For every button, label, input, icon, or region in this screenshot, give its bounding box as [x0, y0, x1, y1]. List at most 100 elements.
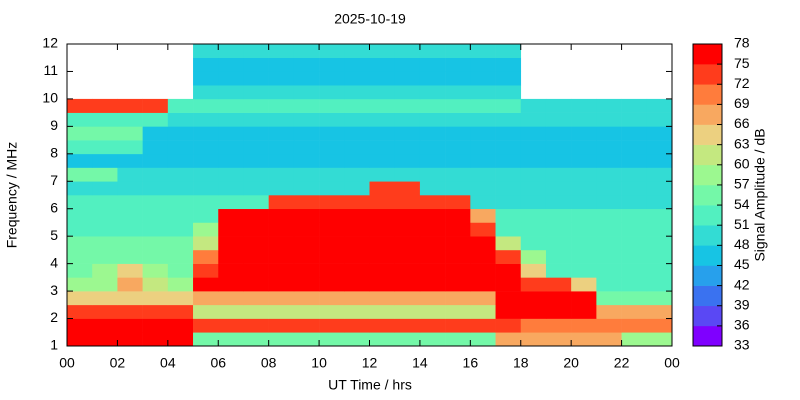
x-tick-label: 16 [463, 355, 479, 371]
heatmap-cell [369, 291, 396, 306]
heatmap-cell [621, 291, 648, 306]
heatmap-cell [319, 167, 345, 182]
heatmap-cell [92, 167, 118, 182]
heatmap-cell [167, 167, 194, 182]
heatmap-cell [545, 249, 572, 264]
heatmap-cell [344, 332, 370, 347]
colorbar-segment [693, 104, 722, 125]
heatmap-cell [495, 57, 522, 72]
heatmap-cell [92, 140, 118, 155]
colorbar-segment [693, 265, 722, 286]
colorbar-tick-label: 63 [734, 135, 750, 151]
heatmap-cell [193, 44, 219, 59]
heatmap-cell [243, 71, 269, 86]
heatmap-cell [621, 167, 648, 182]
heatmap-cell [419, 249, 446, 264]
heatmap-cell [394, 318, 421, 333]
heatmap-cell [394, 112, 421, 127]
heatmap-cell [67, 195, 93, 210]
heatmap-cell [167, 222, 194, 237]
heatmap-cell [218, 85, 244, 100]
heatmap-cell [167, 195, 194, 210]
heatmap-cell [319, 291, 345, 306]
heatmap-cell [167, 332, 194, 347]
heatmap-cell [520, 236, 547, 251]
heatmap-cell [193, 195, 219, 210]
heatmap-cell [218, 263, 244, 278]
heatmap-cell [545, 140, 572, 155]
heatmap-cell [293, 57, 320, 72]
heatmap-cell [117, 112, 143, 127]
colorbar-segment [693, 184, 722, 206]
y-tick-label: 12 [42, 35, 58, 51]
heatmap-cell [419, 222, 446, 237]
heatmap-cell [344, 222, 370, 237]
heatmap-cell [167, 181, 194, 196]
heatmap-cell [344, 277, 370, 292]
heatmap-cell [243, 167, 269, 182]
heatmap-cell [67, 304, 93, 319]
heatmap-cell [92, 181, 118, 196]
heatmap-cell [596, 195, 622, 210]
heatmap-cell [520, 181, 547, 196]
heatmap-cell [520, 126, 547, 141]
x-tick-label: 22 [614, 355, 630, 371]
y-tick-label: 8 [50, 145, 58, 161]
y-tick-label: 5 [50, 227, 58, 243]
heatmap-cell [92, 318, 118, 333]
heatmap-cell [268, 126, 295, 141]
heatmap-cell [243, 85, 269, 100]
heatmap-cell [445, 181, 471, 196]
heatmap-cell [419, 181, 446, 196]
heatmap-cell [369, 85, 396, 100]
heatmap-cell [243, 181, 269, 196]
heatmap-cell [419, 85, 446, 100]
heatmap-cell [92, 208, 118, 223]
heatmap-cell [571, 112, 597, 127]
heatmap-cell [545, 277, 572, 292]
heatmap-cell [545, 167, 572, 182]
heatmap-cell [445, 208, 471, 223]
heatmap-cell [394, 71, 421, 86]
heatmap-cell [243, 291, 269, 306]
heatmap-cell [268, 318, 295, 333]
heatmap-cell [545, 195, 572, 210]
heatmap-cell [268, 304, 295, 319]
heatmap-cell [445, 195, 471, 210]
heatmap-cell [394, 277, 421, 292]
heatmap-cell [67, 181, 93, 196]
heatmap-cell [218, 140, 244, 155]
heatmap-cell [293, 167, 320, 182]
heatmap-cell [596, 318, 622, 333]
heatmap-cell [646, 304, 673, 319]
chart-title: 2025-10-19 [334, 11, 406, 27]
heatmap-cell [571, 195, 597, 210]
heatmap-cell [621, 126, 648, 141]
heatmap-cell [92, 126, 118, 141]
heatmap-cell [394, 332, 421, 347]
heatmap-cell [470, 195, 496, 210]
heatmap-cell [596, 236, 622, 251]
heatmap-cell [142, 126, 169, 141]
heatmap-cell [596, 126, 622, 141]
heatmap-cell [218, 126, 244, 141]
heatmap-cell [445, 277, 471, 292]
heatmap-cell [142, 291, 169, 306]
heatmap-cell [571, 249, 597, 264]
heatmap-cell [142, 208, 169, 223]
heatmap-cell [67, 126, 93, 141]
heatmap-cell [67, 249, 93, 264]
heatmap-cell [218, 222, 244, 237]
heatmap-cell [646, 291, 673, 306]
colorbar-tick-label: 42 [734, 276, 750, 292]
heatmap-cell [394, 181, 421, 196]
heatmap-cell [369, 332, 396, 347]
heatmap-cell [419, 98, 446, 113]
heatmap-cell [117, 277, 143, 292]
colorbar-tick-label: 66 [734, 115, 750, 131]
heatmap-cell [520, 167, 547, 182]
heatmap-cell [319, 195, 345, 210]
heatmap-cell [495, 208, 522, 223]
heatmap-cell [445, 222, 471, 237]
heatmap-cell [646, 167, 673, 182]
